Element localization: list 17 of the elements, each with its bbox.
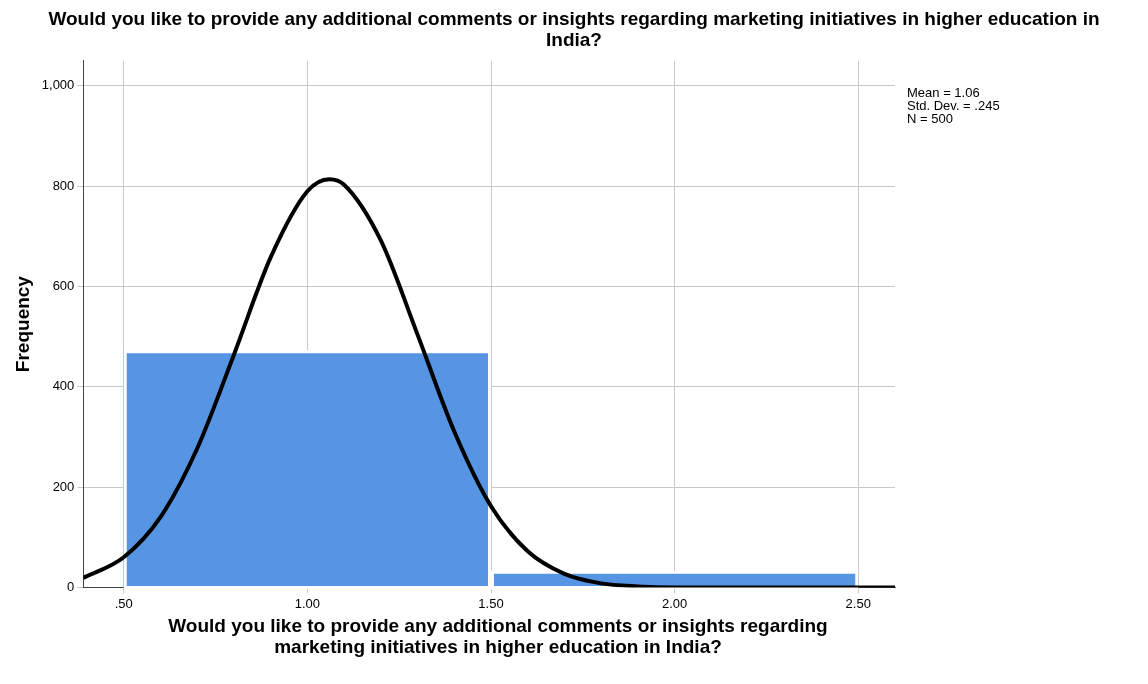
y-tick-label: 400 [52, 378, 75, 394]
chart-title: Would you like to provide any additional comments or insights regarding marketing initiatives in higher education in India? [47, 8, 1101, 50]
text: Mean = 1.06 [907, 84, 980, 100]
y-tick-label: 200 [52, 478, 75, 494]
y-tick-label: 800 [52, 177, 75, 193]
x-tick-label: 1.00 [294, 595, 321, 611]
y-axis-title: Frequency [11, 275, 33, 373]
text: N = 500 [907, 110, 953, 126]
x-tick-label: .50 [114, 595, 133, 611]
x-tick-label: 1.50 [478, 595, 504, 611]
x-tick-label: 2.00 [661, 595, 688, 611]
x-axis-title: Would you like to provide any additional comments or insights regarding marketing initiatives in higher education in India? [167, 615, 829, 657]
y-tick-label: 0 [67, 578, 75, 594]
text: Std. Dev. = .245 [907, 97, 1000, 113]
y-tick-label: 1,000 [41, 77, 75, 93]
y-tick-label: 600 [52, 278, 75, 294]
x-tick-label: 2.50 [845, 595, 871, 611]
